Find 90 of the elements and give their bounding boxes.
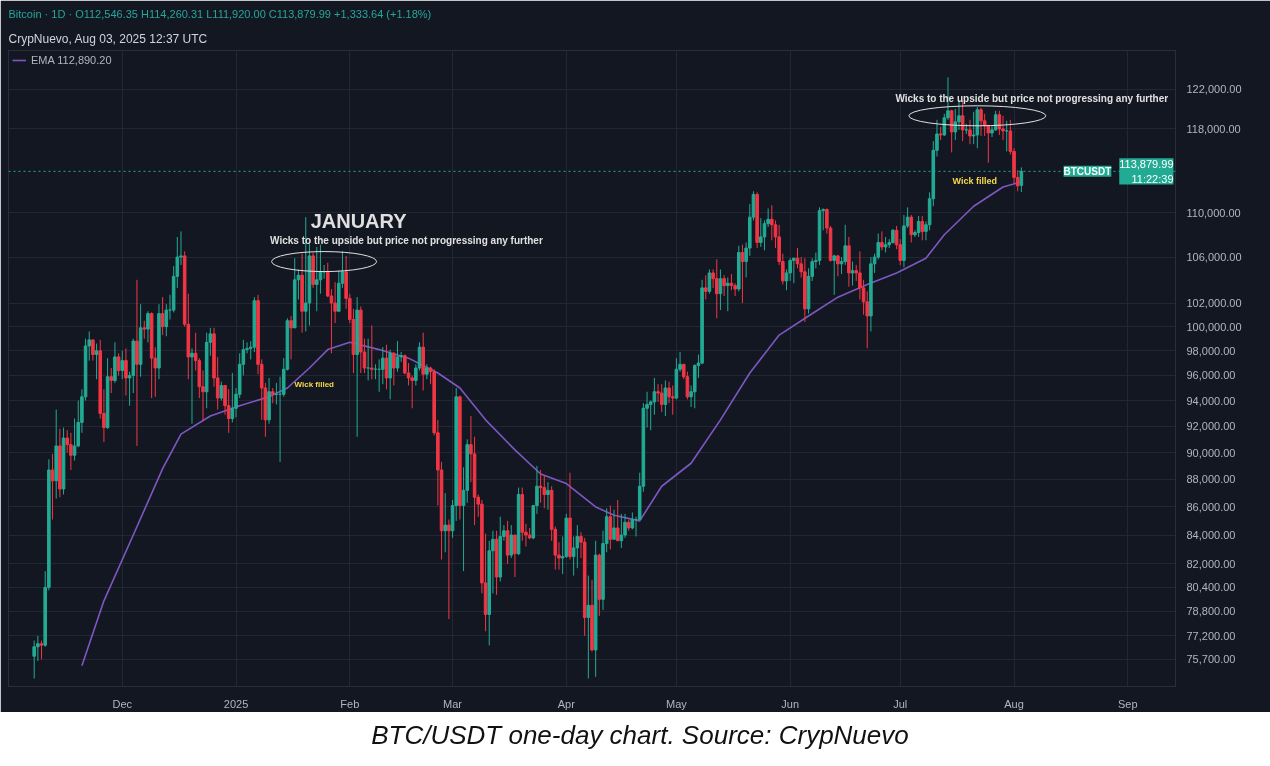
- x-tick-label: Apr: [557, 697, 576, 710]
- candlestick: [608, 505, 613, 550]
- candlestick: [124, 347, 128, 397]
- candlestick: [832, 254, 836, 296]
- candlestick: [32, 640, 36, 679]
- candlestick: [230, 372, 235, 423]
- chart-subtitle: CrypNuevo, Aug 03, 2025 12:37 UTC: [8, 31, 208, 46]
- y-tick-label: 78,800.00: [1186, 605, 1236, 618]
- candlestick: [792, 257, 796, 284]
- candlestick: [703, 274, 708, 301]
- candlestick: [370, 324, 374, 380]
- candlestick: [109, 367, 114, 394]
- candlestick: [971, 111, 976, 145]
- candlestick: [619, 513, 624, 549]
- candlestick: [759, 217, 763, 248]
- x-tick-label: Jul: [893, 697, 908, 710]
- candlestick: [39, 640, 44, 660]
- x-tick-label: May: [666, 697, 688, 710]
- candlestick: [69, 432, 73, 471]
- y-tick-label: 96,000.00: [1186, 369, 1236, 382]
- x-tick-label: Mar: [443, 697, 463, 710]
- candlestick: [509, 524, 514, 559]
- candlestick: [920, 215, 925, 241]
- ref-line-label: 113,879.99 11:22:39: [1119, 158, 1174, 185]
- candlestick: [542, 474, 547, 509]
- annotation: JANUARY: [310, 209, 408, 232]
- y-tick-label: 102,000.00: [1186, 297, 1242, 310]
- x-tick-label: Jun: [781, 697, 800, 710]
- candlestick: [726, 277, 730, 312]
- x-tick-label: 2025: [223, 697, 249, 710]
- candlestick: [880, 230, 884, 251]
- y-tick-label: 82,000.00: [1186, 557, 1236, 570]
- candlestick: [447, 518, 451, 620]
- candlestick: [190, 347, 194, 425]
- y-tick-label: 100,000.00: [1186, 320, 1242, 333]
- x-tick-label: Sep: [1118, 697, 1138, 710]
- y-tick-label: 122,000.00: [1186, 83, 1242, 96]
- candlestick: [546, 481, 550, 511]
- y-tick-label: 118,000.00: [1186, 122, 1241, 135]
- candlestick: [289, 315, 293, 360]
- annotation: Wick filled: [294, 379, 335, 389]
- candlestick: [659, 383, 664, 413]
- candlestick: [722, 274, 726, 297]
- candlestick: [663, 379, 668, 417]
- y-tick-label: 90,000.00: [1186, 446, 1236, 459]
- candlestick: [538, 469, 543, 504]
- legend-label: EMA 112,890.20: [31, 54, 112, 66]
- y-tick-label: 84,000.00: [1186, 529, 1236, 542]
- chart-title: Bitcoin · 1D · O112,546.35 H114,260.31 L111,920.00 C113,879.99 +1,333.64 (+1.18%): [8, 7, 432, 20]
- annotation: Wick filled: [952, 175, 997, 186]
- y-tick-label: 92,000.00: [1186, 420, 1236, 433]
- x-tick-label: Dec: [112, 697, 133, 710]
- candlestick: [670, 384, 675, 416]
- candlestick: [120, 350, 125, 380]
- y-tick-label: 75,700.00: [1186, 653, 1236, 666]
- candlestick: [113, 341, 117, 384]
- candlestick: [146, 310, 150, 343]
- candlestick: [392, 351, 396, 386]
- candlestick: [1001, 115, 1005, 141]
- x-tick-label: Feb: [340, 697, 360, 710]
- candlestick: [979, 107, 983, 137]
- candlestick: [226, 388, 231, 434]
- annotation: Wicks to the upside but price not progressing any further: [895, 92, 1169, 104]
- candlestick: [91, 339, 95, 362]
- candlestick: [72, 418, 77, 462]
- text: BTC/USDT one-day chart. Source: CrypNuevo: [371, 719, 909, 752]
- candlestick: [425, 363, 429, 380]
- y-tick-label: 86,000.00: [1186, 500, 1236, 513]
- candlestick: [652, 377, 657, 416]
- annotation: BTCUSDT: [1063, 165, 1112, 177]
- candlestick: [94, 343, 99, 380]
- x-tick-label: Aug: [1004, 697, 1024, 710]
- candlestick: [219, 381, 224, 402]
- candlestick: [513, 534, 517, 578]
- annotation: Wicks to the upside but price not progressing any further: [270, 235, 543, 247]
- candlestick: [116, 352, 121, 376]
- y-tick-label: 106,000.00: [1186, 251, 1242, 264]
- y-tick-label: 77,200.00: [1186, 629, 1236, 642]
- y-tick-label: 88,000.00: [1186, 473, 1236, 486]
- y-tick-label: 80,400.00: [1186, 581, 1236, 594]
- y-tick-label: 110,000.00: [1186, 206, 1241, 219]
- y-tick-label: 98,000.00: [1186, 344, 1236, 357]
- candlestick: [443, 492, 447, 553]
- candlestick: [762, 219, 767, 251]
- candlestick: [612, 509, 616, 540]
- candlestick: [714, 258, 719, 319]
- candlestick: [1004, 120, 1009, 152]
- candlestick: [135, 279, 139, 447]
- candlestick: [968, 119, 972, 145]
- y-tick-label: 94,000.00: [1186, 394, 1236, 407]
